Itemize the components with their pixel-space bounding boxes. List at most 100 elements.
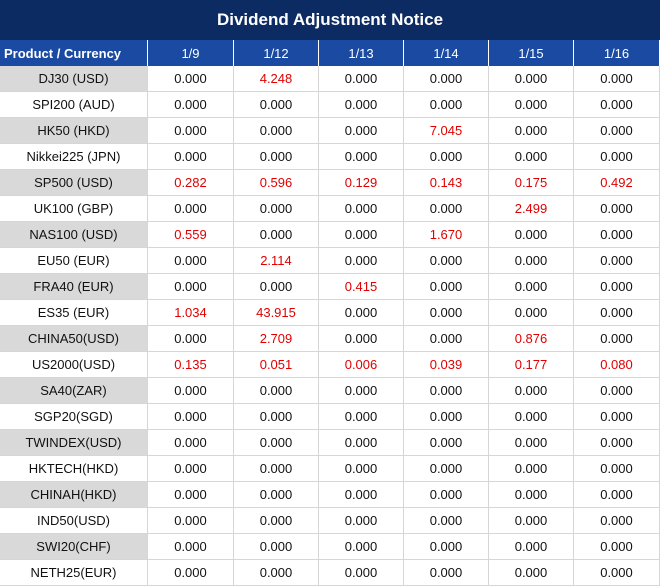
value-cell: 0.000 xyxy=(234,92,319,118)
value-cell: 0.000 xyxy=(489,118,574,144)
value-cell: 0.000 xyxy=(404,560,489,586)
value-cell: 0.000 xyxy=(404,144,489,170)
value-cell: 0.000 xyxy=(319,404,404,430)
title: Dividend Adjustment Notice xyxy=(0,0,660,40)
row-label: HKTECH(HKD) xyxy=(0,456,148,482)
value-cell: 0.000 xyxy=(234,482,319,508)
row-label: CHINA50(USD) xyxy=(0,326,148,352)
value-cell: 0.000 xyxy=(234,560,319,586)
value-cell: 0.559 xyxy=(148,222,234,248)
row-label: EU50 (EUR) xyxy=(0,248,148,274)
value-cell: 0.000 xyxy=(319,196,404,222)
value-cell: 0.000 xyxy=(574,456,660,482)
value-cell: 0.000 xyxy=(574,508,660,534)
value-cell: 0.000 xyxy=(319,326,404,352)
value-cell: 0.000 xyxy=(319,456,404,482)
value-cell: 0.000 xyxy=(234,196,319,222)
value-cell: 0.000 xyxy=(319,66,404,92)
value-cell: 0.000 xyxy=(148,482,234,508)
value-cell: 2.709 xyxy=(234,326,319,352)
column-header: 1/15 xyxy=(489,40,574,66)
value-cell: 0.000 xyxy=(489,144,574,170)
value-cell: 0.000 xyxy=(148,508,234,534)
value-cell: 0.000 xyxy=(489,66,574,92)
value-cell: 0.000 xyxy=(319,430,404,456)
value-cell: 0.000 xyxy=(319,118,404,144)
value-cell: 4.248 xyxy=(234,66,319,92)
value-cell: 0.000 xyxy=(234,534,319,560)
value-cell: 0.000 xyxy=(489,248,574,274)
value-cell: 0.492 xyxy=(574,170,660,196)
value-cell: 0.000 xyxy=(234,404,319,430)
value-cell: 0.000 xyxy=(574,92,660,118)
value-cell: 0.876 xyxy=(489,326,574,352)
value-cell: 0.000 xyxy=(319,534,404,560)
value-cell: 2.114 xyxy=(234,248,319,274)
value-cell: 0.000 xyxy=(148,92,234,118)
value-cell: 0.000 xyxy=(319,300,404,326)
row-label: ES35 (EUR) xyxy=(0,300,148,326)
value-cell: 0.000 xyxy=(574,66,660,92)
value-cell: 0.000 xyxy=(404,66,489,92)
column-header: 1/12 xyxy=(234,40,319,66)
value-cell: 0.000 xyxy=(404,404,489,430)
row-label: SP500 (USD) xyxy=(0,170,148,196)
value-cell: 0.000 xyxy=(234,118,319,144)
value-cell: 0.000 xyxy=(404,430,489,456)
value-cell: 0.000 xyxy=(319,248,404,274)
value-cell: 0.177 xyxy=(489,352,574,378)
value-cell: 0.000 xyxy=(574,326,660,352)
value-cell: 0.000 xyxy=(319,92,404,118)
value-cell: 0.000 xyxy=(489,300,574,326)
value-cell: 0.000 xyxy=(574,144,660,170)
value-cell: 0.000 xyxy=(404,92,489,118)
value-cell: 0.000 xyxy=(574,534,660,560)
column-header: Product / Currency xyxy=(0,40,148,66)
value-cell: 0.000 xyxy=(319,482,404,508)
value-cell: 0.000 xyxy=(148,378,234,404)
value-cell: 0.000 xyxy=(234,508,319,534)
row-label: DJ30 (USD) xyxy=(0,66,148,92)
value-cell: 0.000 xyxy=(574,118,660,144)
value-cell: 0.000 xyxy=(148,196,234,222)
value-cell: 2.499 xyxy=(489,196,574,222)
value-cell: 0.000 xyxy=(148,560,234,586)
value-cell: 0.000 xyxy=(489,430,574,456)
value-cell: 0.000 xyxy=(148,456,234,482)
value-cell: 0.000 xyxy=(404,508,489,534)
value-cell: 0.000 xyxy=(319,508,404,534)
value-cell: 0.000 xyxy=(148,118,234,144)
value-cell: 0.000 xyxy=(404,300,489,326)
row-label: Nikkei225 (JPN) xyxy=(0,144,148,170)
value-cell: 0.000 xyxy=(489,456,574,482)
value-cell: 43.915 xyxy=(234,300,319,326)
value-cell: 0.000 xyxy=(319,378,404,404)
value-cell: 0.000 xyxy=(574,378,660,404)
value-cell: 1.034 xyxy=(148,300,234,326)
row-label: NETH25(EUR) xyxy=(0,560,148,586)
value-cell: 0.000 xyxy=(574,300,660,326)
row-label: UK100 (GBP) xyxy=(0,196,148,222)
value-cell: 0.000 xyxy=(574,196,660,222)
value-cell: 0.000 xyxy=(574,404,660,430)
value-cell: 0.000 xyxy=(234,274,319,300)
value-cell: 0.000 xyxy=(148,534,234,560)
value-cell: 0.080 xyxy=(574,352,660,378)
value-cell: 0.000 xyxy=(574,560,660,586)
row-label: SWI20(CHF) xyxy=(0,534,148,560)
value-cell: 0.175 xyxy=(489,170,574,196)
value-cell: 0.006 xyxy=(319,352,404,378)
value-cell: 1.670 xyxy=(404,222,489,248)
value-cell: 0.000 xyxy=(574,274,660,300)
column-header: 1/9 xyxy=(148,40,234,66)
value-cell: 0.143 xyxy=(404,170,489,196)
row-label: FRA40 (EUR) xyxy=(0,274,148,300)
value-cell: 0.415 xyxy=(319,274,404,300)
row-label: US2000(USD) xyxy=(0,352,148,378)
value-cell: 0.000 xyxy=(489,378,574,404)
value-cell: 0.051 xyxy=(234,352,319,378)
value-cell: 0.000 xyxy=(148,274,234,300)
value-cell: 0.000 xyxy=(148,144,234,170)
row-label: SPI200 (AUD) xyxy=(0,92,148,118)
value-cell: 7.045 xyxy=(404,118,489,144)
